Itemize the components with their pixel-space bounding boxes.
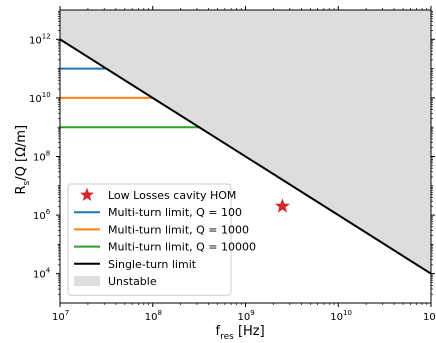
- legend-swatch-area: [74, 276, 100, 286]
- x-axis-label: fres [Hz]: [216, 324, 265, 342]
- legend: Low Losses cavity HOM Multi-turn limit, Q…: [67, 183, 256, 296]
- y-axis-label-group: Rs/Q [Ω/m]: [14, 125, 32, 195]
- x-tick-label: 1010: [330, 309, 352, 323]
- legend-label: Low Losses cavity HOM: [108, 189, 236, 202]
- legend-label: Single-turn limit: [108, 258, 197, 271]
- x-tick-label: 108: [145, 309, 162, 323]
- y-tick-label: 106: [33, 208, 51, 222]
- y-tick-label: 108: [33, 150, 50, 164]
- legend-label: Multi-turn limit, Q = 1000: [108, 223, 249, 236]
- legend-label: Multi-turn limit, Q = 100: [108, 206, 242, 219]
- unstable-region: [60, 10, 431, 274]
- single-turn-limit-line: [60, 38, 431, 275]
- y-axis-label: Rs/Q [Ω/m]: [14, 125, 32, 195]
- legend-box: [67, 183, 232, 296]
- y-tick-label: 1012: [29, 32, 51, 46]
- y-tick-label: 1010: [29, 91, 51, 105]
- legend-label: Multi-turn limit, Q = 10000: [108, 241, 256, 254]
- x-tick-label: 1011: [423, 309, 436, 323]
- plot-area: [60, 10, 431, 275]
- x-tick-label: 109: [238, 309, 255, 323]
- legend-swatch-star: [80, 187, 94, 201]
- legend-label: Unstable: [108, 275, 157, 288]
- y-tick-label: 104: [33, 267, 51, 281]
- axes: 107 108 109 1010 1011 104 106 108 1010 1012 fres […: [14, 6, 436, 342]
- x-tick-label: 107: [52, 309, 69, 323]
- hom-point-1: [274, 198, 290, 213]
